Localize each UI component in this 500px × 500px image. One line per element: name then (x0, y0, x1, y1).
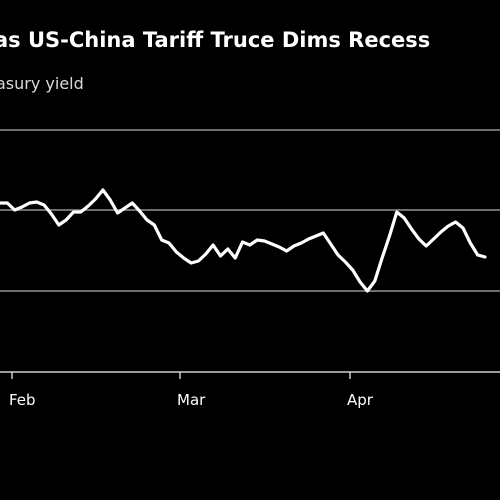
chart-subtitle: asury yield (0, 74, 84, 93)
x-tick-label-feb: Feb (9, 391, 36, 409)
x-tick-labels: Feb Mar Apr (9, 391, 374, 409)
x-axis (0, 371, 500, 379)
x-tick-label-apr: Apr (347, 391, 374, 409)
series-line (0, 188, 487, 293)
chart-title: as US-China Tariff Truce Dims Recess (0, 28, 431, 52)
series-layer (0, 188, 487, 293)
x-tick-label-mar: Mar (177, 391, 206, 409)
